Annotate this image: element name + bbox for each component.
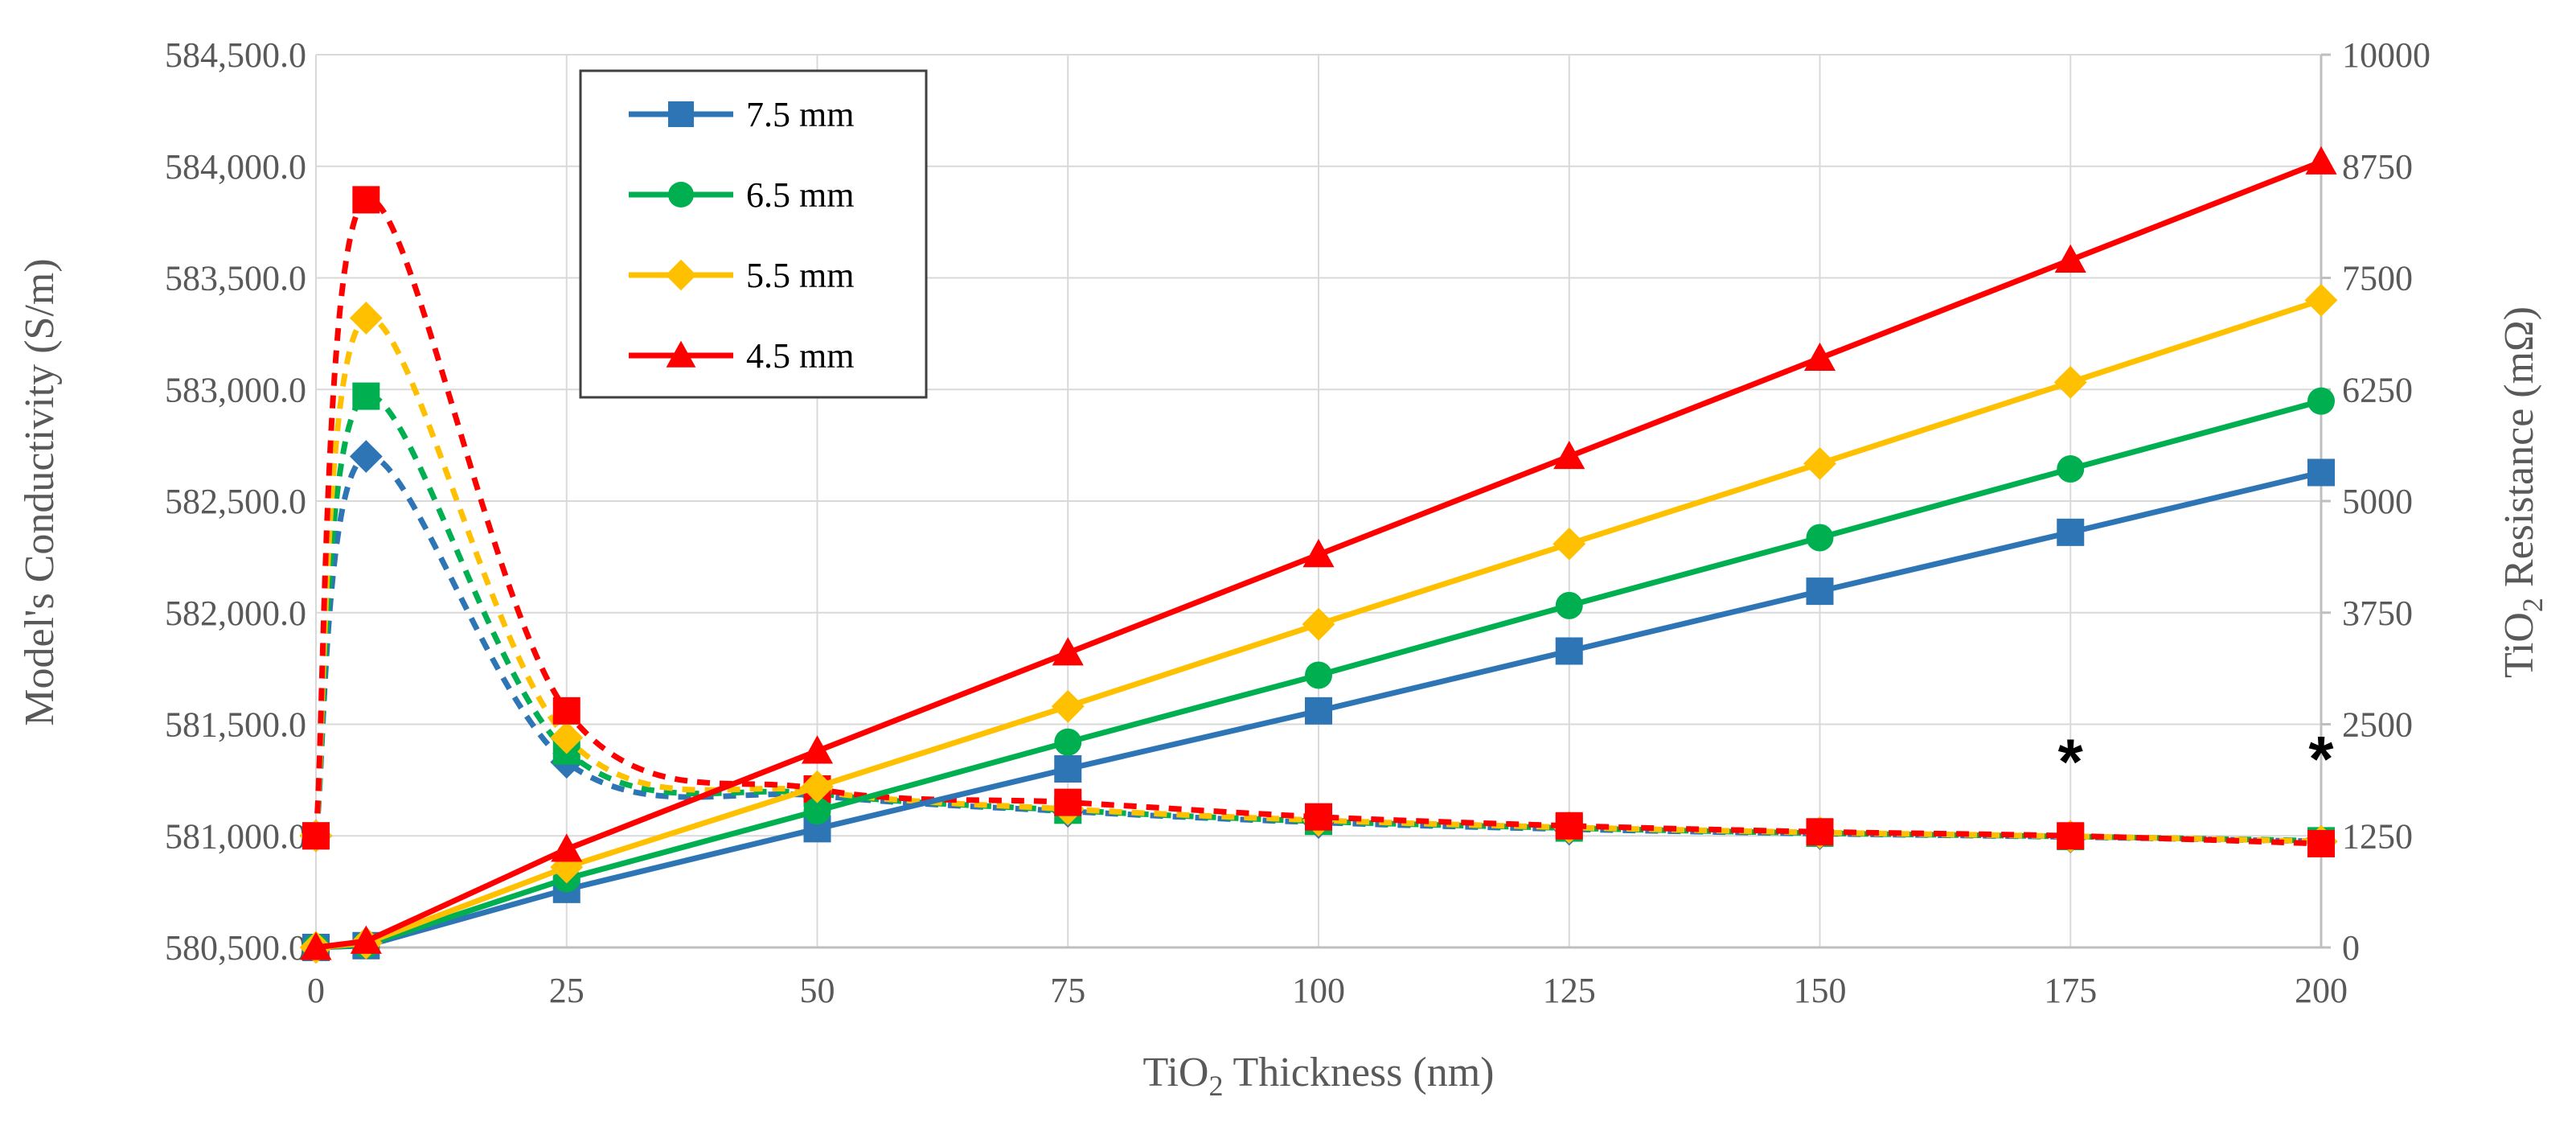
resistance-point [1803, 342, 1836, 372]
y-right-axis-title: TiO2 Resistance (mΩ) [2496, 306, 2549, 678]
y-left-tick-label: 583,000.0 [165, 370, 306, 409]
resistance-point [1302, 539, 1335, 568]
y-left-tick-label: 584,500.0 [165, 35, 306, 75]
resistance-line [315, 398, 2322, 951]
resistance-point [1555, 591, 1583, 619]
conductivity-point [1305, 803, 1332, 831]
legend-box [579, 69, 928, 399]
x-tick-label: 100 [1292, 971, 1345, 1010]
resistance-point [1806, 577, 1834, 606]
resistance-point [1553, 527, 1586, 561]
resistance-point [1052, 637, 1084, 666]
conductivity-point [302, 822, 330, 850]
resistance-point [551, 833, 583, 862]
x-tick-label: 200 [2295, 971, 2348, 1010]
x-axis-title: TiO2 Thickness (nm) [1143, 1050, 1495, 1102]
conductivity-point [2307, 829, 2335, 857]
resistance-point [2057, 455, 2085, 483]
resistance-line [315, 297, 2323, 951]
y-right-tick-label: 5000 [2342, 482, 2413, 521]
resistance-point [1803, 446, 1836, 480]
y-right-tick-label: 8750 [2342, 147, 2413, 187]
y-right-tick-label: 10000 [2342, 35, 2430, 75]
legend-swatch-marker [668, 101, 694, 127]
conductivity-point [552, 697, 580, 725]
y-left-tick-label: 580,500.0 [165, 928, 306, 968]
resistance-point [801, 735, 834, 764]
legend-swatch-marker [666, 340, 696, 368]
resistance-point [2054, 244, 2086, 273]
resistance-point [2307, 387, 2335, 415]
legend-label: 7.5 mm [746, 95, 854, 134]
y-left-tick-label: 582,500.0 [165, 482, 306, 521]
conductivity-point [352, 382, 380, 410]
resistance-point [1302, 607, 1335, 641]
y-left-axis-title: Model's Conductivity (S/m) [17, 258, 63, 725]
resistance-line [315, 158, 2323, 951]
resistance-point [550, 850, 584, 884]
legend-label: 6.5 mm [746, 175, 854, 215]
conductivity-point [2057, 822, 2085, 850]
y-right-tick-label: 7500 [2342, 259, 2413, 298]
resistance-point [803, 797, 831, 825]
y-right-tick-label: 3750 [2342, 594, 2413, 633]
resistance-point [1054, 755, 1082, 783]
resistance-point [1555, 637, 1583, 665]
conductivity-point [349, 302, 383, 335]
y-right-tick-label: 6250 [2342, 370, 2413, 409]
resistance-line [315, 470, 2322, 951]
x-tick-label: 0 [307, 971, 325, 1010]
legend-swatch-marker [668, 182, 694, 208]
resistance-point [1051, 689, 1085, 723]
resistance-point [2305, 146, 2337, 175]
y-left-tick-label: 584,000.0 [165, 147, 306, 187]
y-right-tick-label: 2500 [2342, 705, 2413, 745]
y-left-tick-label: 581,000.0 [165, 816, 306, 856]
resistance-point [1054, 728, 1082, 756]
legend: 7.5 mm 6.5 mm 5.5 mm 4.5 mm [579, 69, 928, 399]
x-tick-label: 175 [2044, 971, 2097, 1010]
resistance-point [300, 931, 332, 960]
conductivity-point [1555, 812, 1583, 840]
legend-label: 5.5 mm [746, 256, 854, 295]
resistance-point [1806, 524, 1834, 552]
conductivity-curves [299, 186, 2338, 858]
resistance-point [2307, 458, 2335, 487]
conductivity-point [349, 440, 383, 473]
y-right-tick-label: 1250 [2342, 816, 2413, 856]
resistance-lines [299, 146, 2338, 964]
conductivity-point [1806, 818, 1834, 846]
resistance-point [2053, 365, 2087, 399]
conductivity-point [550, 721, 584, 754]
y-left-tick-label: 583,500.0 [165, 259, 306, 298]
resistance-point [1305, 661, 1332, 689]
x-tick-label: 75 [1050, 971, 1085, 1010]
annotations: * * [2058, 723, 2335, 797]
y-right-tick-label: 0 [2342, 928, 2360, 968]
resistance-point [1305, 697, 1332, 725]
significance-asterisk: * [2308, 723, 2334, 795]
x-tick-label: 50 [800, 971, 835, 1010]
x-tick-label: 125 [1543, 971, 1596, 1010]
resistance-point [1553, 440, 1585, 470]
conductivity-point [1054, 788, 1082, 816]
y-left-tick-label: 581,500.0 [165, 705, 306, 745]
y-left-tick-label: 582,000.0 [165, 594, 306, 633]
x-tick-label: 25 [549, 971, 585, 1010]
resistance-point [2304, 283, 2338, 317]
resistance-point [2057, 518, 2085, 546]
tick-labels: 0 25 50 75 100 125 150 175 200 580,500.0 581,000.0… [165, 35, 2430, 1010]
x-tick-label: 150 [1794, 971, 1847, 1010]
resistance-point [801, 770, 834, 803]
significance-asterisk: * [2058, 725, 2084, 797]
legend-label: 4.5 mm [746, 336, 854, 376]
axes [316, 53, 2331, 949]
conductivity-point [352, 186, 380, 214]
resistance-point [350, 925, 382, 954]
legend-swatch-marker [665, 259, 697, 291]
